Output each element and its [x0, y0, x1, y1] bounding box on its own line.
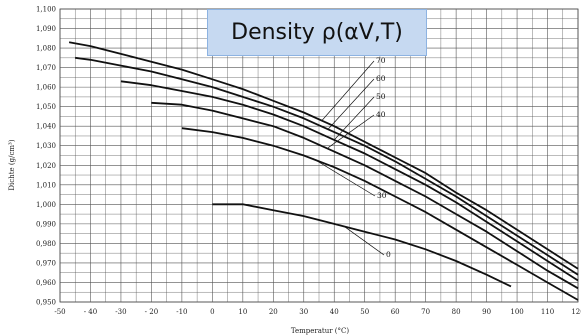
series-leader-60	[327, 78, 375, 130]
x-tick-label: 20	[269, 308, 278, 316]
chart-title-text: Density ρ(αV,T)	[231, 20, 403, 45]
x-tick-label: 30	[299, 308, 308, 316]
x-tick-label: -30	[115, 308, 126, 316]
y-tick-label: 0,950	[36, 299, 56, 307]
series-leader-70	[321, 60, 375, 121]
x-tick-label: 90	[482, 308, 491, 316]
x-tick-label: 40	[330, 308, 339, 316]
series-line-50	[120, 80, 579, 282]
series-line-0	[212, 203, 512, 288]
series-label-40: 40	[376, 110, 386, 119]
x-axis-label: Temperatur (°C)	[291, 327, 350, 335]
series-label-70: 70	[376, 56, 386, 65]
x-tick-label: 70	[421, 308, 430, 316]
y-tick-label: 1,030	[36, 142, 56, 150]
x-tick-label: 110	[541, 308, 554, 316]
series-label-60: 60	[376, 74, 386, 83]
x-tick-label: 10	[238, 308, 247, 316]
grid	[59, 8, 579, 303]
y-tick-label: 0,970	[36, 259, 56, 267]
series-leader-0	[343, 225, 385, 256]
x-tick-label: 100	[510, 308, 523, 316]
series-leader-30	[312, 158, 376, 197]
chart-title: Density ρ(αV,T)	[207, 9, 427, 56]
x-tick-label: 60	[391, 308, 400, 316]
y-tick-labels: 0,950 0,960 0,970 0,980 0,990 1,000 1,010 1,020…	[36, 6, 56, 307]
series-labels: 0 30 40 50 60 70	[376, 56, 391, 259]
y-tick-label: 1,100	[36, 6, 56, 14]
y-tick-label: 1,060	[36, 84, 56, 92]
y-tick-label: 0,990	[36, 220, 56, 228]
x-tick-label: - 20	[145, 308, 159, 316]
y-tick-label: 1,020	[36, 162, 56, 170]
x-tick-label: 50	[360, 308, 369, 316]
x-tick-label: 0	[210, 308, 214, 316]
x-tick-label: -50	[54, 308, 65, 316]
y-tick-label: 1,070	[36, 64, 56, 72]
series-label-0: 0	[386, 250, 391, 259]
y-tick-label: 1,090	[36, 25, 56, 33]
x-tick-label: 80	[452, 308, 461, 316]
y-axis-label: Dichte (g/cm³)	[8, 139, 16, 190]
series-leader-40	[327, 114, 375, 148]
y-tick-label: 1,080	[36, 45, 56, 53]
series-label-50: 50	[376, 92, 386, 101]
x-tick-label: -10	[176, 308, 187, 316]
x-tick-label: 120	[571, 308, 581, 316]
series-line-70	[68, 41, 579, 270]
y-tick-label: 0,980	[36, 240, 56, 248]
x-tick-label: - 40	[84, 308, 98, 316]
series-group	[68, 41, 579, 301]
label-leaders	[312, 60, 385, 256]
y-tick-label: 1,040	[36, 123, 56, 131]
y-tick-label: 0,960	[36, 279, 56, 287]
series-line-60	[75, 56, 579, 276]
y-tick-label: 1,050	[36, 103, 56, 111]
y-tick-label: 1,010	[36, 181, 56, 189]
series-line-30	[181, 127, 579, 301]
series-label-30: 30	[377, 191, 387, 200]
x-tick-labels: -50 - 40 -30 - 20 -10 0 10 20 30 40 50 60 70 80 90 100 1…	[54, 308, 581, 316]
series-leader-50	[333, 96, 375, 141]
y-tick-label: 1,000	[36, 201, 56, 209]
series-line-40	[151, 101, 579, 290]
